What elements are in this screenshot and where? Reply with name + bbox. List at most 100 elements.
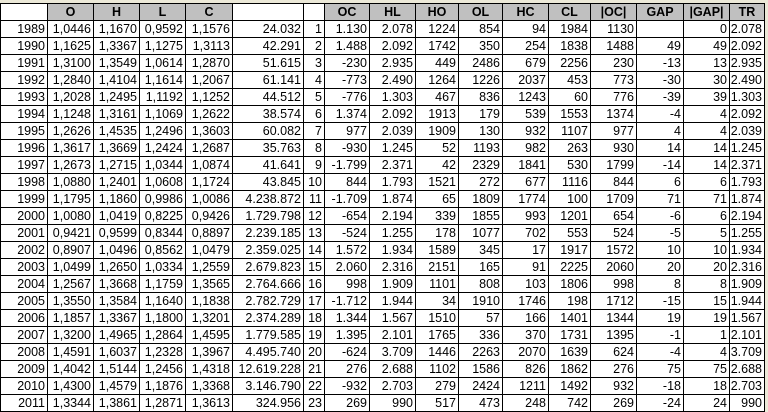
- cell-abs-gap[interactable]: 15: [683, 292, 730, 310]
- cell-ol[interactable]: 2424: [458, 377, 503, 395]
- cell-abs-gap[interactable]: 6: [683, 173, 730, 191]
- cell-o[interactable]: 1,4591: [47, 343, 94, 361]
- cell-ho[interactable]: 1224: [415, 20, 459, 38]
- cell-c[interactable]: 1,0874: [185, 156, 233, 174]
- cell-ho[interactable]: 2151: [415, 258, 459, 276]
- cell-ho[interactable]: 65: [415, 190, 459, 208]
- cell-oc[interactable]: -524: [324, 224, 370, 242]
- cell-l[interactable]: 1,2496: [139, 122, 186, 140]
- cell-oc[interactable]: -1.712: [324, 292, 370, 310]
- cell-o[interactable]: 0,9421: [47, 224, 94, 242]
- cell-gap[interactable]: 71: [636, 190, 684, 208]
- cell-ho[interactable]: 1510: [415, 309, 459, 327]
- cell-abs-gap[interactable]: 4: [683, 343, 730, 361]
- cell-l[interactable]: 1,2456: [139, 360, 186, 378]
- cell-hl[interactable]: 2.490: [369, 71, 416, 89]
- cell-l[interactable]: 1,2424: [139, 139, 186, 157]
- cell-l[interactable]: 0,8225: [139, 207, 186, 225]
- cell-c[interactable]: 1,1576: [185, 20, 233, 38]
- cell-index[interactable]: 21: [303, 360, 325, 378]
- cell-h[interactable]: 1,5144: [93, 360, 140, 378]
- cell-abs-oc[interactable]: 776: [590, 88, 637, 106]
- cell-index[interactable]: 1: [303, 20, 325, 38]
- cell-hl[interactable]: 2.703: [369, 377, 416, 395]
- cell-hl[interactable]: 1.567: [369, 309, 416, 327]
- cell-gap[interactable]: 4: [636, 122, 684, 140]
- column-header-abs-gap[interactable]: |GAP|: [683, 3, 730, 21]
- cell-abs-gap[interactable]: 1: [683, 326, 730, 344]
- cell-hc[interactable]: 254: [502, 37, 549, 55]
- cell-abs-oc[interactable]: 1374: [590, 105, 637, 123]
- cell-ol[interactable]: 179: [458, 105, 503, 123]
- cell-h[interactable]: 1,4535: [93, 122, 140, 140]
- cell-gap[interactable]: -14: [636, 156, 684, 174]
- cell-c[interactable]: 1,4318: [185, 360, 233, 378]
- cell-oc[interactable]: 1.572: [324, 241, 370, 259]
- cell-ho[interactable]: 1589: [415, 241, 459, 259]
- cell-year[interactable]: 2002: [0, 241, 48, 259]
- cell-c[interactable]: 1,3201: [185, 309, 233, 327]
- cell-index[interactable]: 9: [303, 156, 325, 174]
- cell-ho[interactable]: 42: [415, 156, 459, 174]
- cell-abs-oc[interactable]: 932: [590, 377, 637, 395]
- cell-c[interactable]: 1,3613: [185, 394, 233, 412]
- cell-index[interactable]: 16: [303, 275, 325, 293]
- cell-index[interactable]: 19: [303, 326, 325, 344]
- cell-oc[interactable]: -930: [324, 139, 370, 157]
- cell-oc[interactable]: 844: [324, 173, 370, 191]
- cell-tr[interactable]: 1.909: [729, 275, 765, 293]
- cell-c[interactable]: 1,2687: [185, 139, 233, 157]
- cell-abs-oc[interactable]: 1395: [590, 326, 637, 344]
- cell-c[interactable]: 1,2870: [185, 54, 233, 72]
- cell-abs-oc[interactable]: 1709: [590, 190, 637, 208]
- cell-ho[interactable]: 449: [415, 54, 459, 72]
- cell-tr[interactable]: 2.316: [729, 258, 765, 276]
- cell-cl[interactable]: 1401: [548, 309, 591, 327]
- cell-gap[interactable]: -30: [636, 71, 684, 89]
- cell-ol[interactable]: 130: [458, 122, 503, 140]
- cell-hl[interactable]: 1.944: [369, 292, 416, 310]
- cell-h[interactable]: 1,2650: [93, 258, 140, 276]
- cell-index[interactable]: 18: [303, 309, 325, 327]
- cell-cl[interactable]: 530: [548, 156, 591, 174]
- cell-hc[interactable]: 679: [502, 54, 549, 72]
- cell-hc[interactable]: 94: [502, 20, 549, 38]
- cell-h[interactable]: 1,4104: [93, 71, 140, 89]
- cell-h[interactable]: 1,0419: [93, 207, 140, 225]
- cell-hl[interactable]: 2.688: [369, 360, 416, 378]
- cell-hc[interactable]: 17: [502, 241, 549, 259]
- cell-volume[interactable]: 60.082: [232, 122, 304, 140]
- cell-ho[interactable]: 178: [415, 224, 459, 242]
- cell-index[interactable]: 14: [303, 241, 325, 259]
- cell-index[interactable]: 4: [303, 71, 325, 89]
- cell-ol[interactable]: 1077: [458, 224, 503, 242]
- cell-hc[interactable]: 103: [502, 275, 549, 293]
- cell-volume[interactable]: 35.763: [232, 139, 304, 157]
- cell-year[interactable]: 2008: [0, 343, 48, 361]
- cell-l[interactable]: 1,2328: [139, 343, 186, 361]
- cell-ho[interactable]: 1446: [415, 343, 459, 361]
- cell-year[interactable]: 2003: [0, 258, 48, 276]
- cell-volume[interactable]: 41.641: [232, 156, 304, 174]
- cell-hl[interactable]: 2.316: [369, 258, 416, 276]
- cell-ol[interactable]: 350: [458, 37, 503, 55]
- cell-l[interactable]: 1,0614: [139, 54, 186, 72]
- cell-ol[interactable]: 1586: [458, 360, 503, 378]
- cell-c[interactable]: 1,1252: [185, 88, 233, 106]
- cell-volume[interactable]: 1.729.798: [232, 207, 304, 225]
- cell-h[interactable]: 1,1670: [93, 20, 140, 38]
- cell-oc[interactable]: -776: [324, 88, 370, 106]
- cell-abs-gap[interactable]: 24: [683, 394, 730, 412]
- cell-l[interactable]: 1,0608: [139, 173, 186, 191]
- cell-c[interactable]: 1,4595: [185, 326, 233, 344]
- cell-abs-gap[interactable]: 8: [683, 275, 730, 293]
- cell-year[interactable]: 1995: [0, 122, 48, 140]
- cell-h[interactable]: 1,3861: [93, 394, 140, 412]
- cell-c[interactable]: 1,2559: [185, 258, 233, 276]
- column-header-h[interactable]: H: [93, 3, 140, 21]
- cell-o[interactable]: 1,2840: [47, 71, 94, 89]
- cell-volume[interactable]: 2.782.729: [232, 292, 304, 310]
- cell-tr[interactable]: 2.101: [729, 326, 765, 344]
- cell-c[interactable]: 0,9426: [185, 207, 233, 225]
- cell-h[interactable]: 1,2495: [93, 88, 140, 106]
